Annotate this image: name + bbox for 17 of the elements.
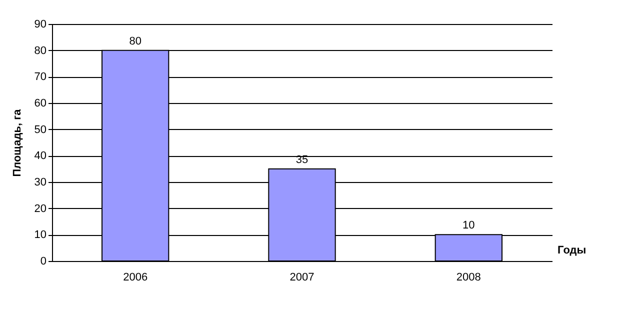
y-tick-label: 30 — [34, 176, 46, 188]
x-tick-label: 2007 — [290, 272, 314, 284]
y-tick-label: 40 — [34, 150, 46, 162]
y-tick-label: 20 — [34, 202, 46, 215]
data-label: 80 — [129, 35, 142, 48]
y-tick-label: 0 — [40, 256, 46, 268]
x-tick-label: 2008 — [456, 272, 481, 284]
y-tick-label: 70 — [34, 71, 46, 84]
x-tick-label: 2006 — [123, 272, 148, 284]
y-axis-title: Площадь, га — [11, 108, 24, 177]
y-tick-label: 80 — [34, 44, 46, 57]
y-tick-label: 90 — [34, 18, 46, 30]
y-tick-label: 10 — [34, 229, 46, 242]
data-label: 10 — [462, 220, 475, 232]
y-tick-label: 60 — [34, 98, 46, 110]
x-axis-title: Годы — [558, 244, 586, 256]
y-tick-label: 50 — [34, 124, 46, 136]
